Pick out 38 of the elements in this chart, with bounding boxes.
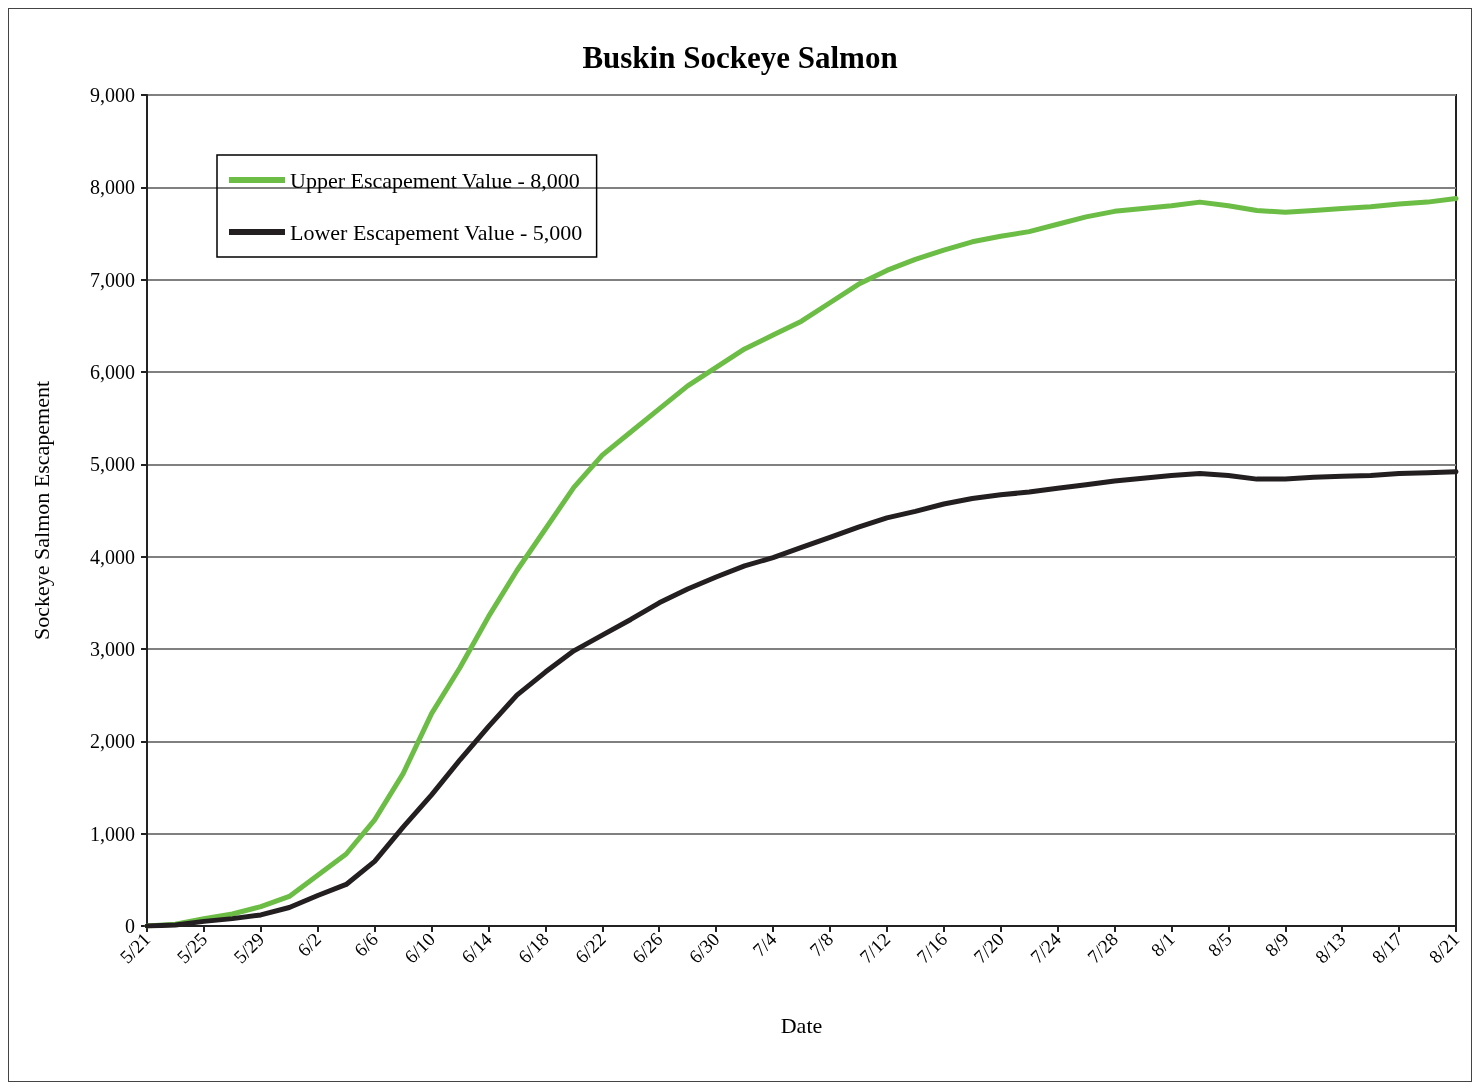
x-tick-label: 6/2 [293, 928, 326, 961]
x-tick-label: 5/25 [172, 928, 212, 968]
y-axis-title: Sockeye Salmon Escapement [28, 380, 54, 641]
x-tick-label: 6/26 [627, 928, 667, 968]
x-tick-label: 6/18 [514, 928, 553, 968]
x-tick-label: 7/4 [748, 928, 781, 961]
x-tick-label: 6/6 [350, 928, 383, 961]
x-tick-label: 7/16 [912, 928, 952, 968]
y-tick-label: 1,000 [90, 822, 135, 845]
x-tick-label: 6/30 [684, 928, 724, 968]
x-tick-label: 5/29 [229, 928, 269, 968]
x-tick-label: 7/28 [1083, 928, 1122, 968]
x-tick-label: 6/10 [400, 928, 439, 968]
x-axis-title: Date [780, 1012, 823, 1038]
x-tick-label: 8/13 [1310, 928, 1350, 968]
x-tick-label: 7/12 [855, 928, 895, 968]
x-tick-label: 6/22 [571, 928, 610, 968]
x-tick-label: 7/20 [969, 928, 1009, 968]
legend-label: Lower Escapement Value - 5,000 [290, 219, 583, 245]
y-tick-label: 9,000 [90, 84, 135, 106]
y-tick-label: 2,000 [90, 730, 135, 753]
y-tick-label: 5,000 [90, 453, 135, 476]
x-tick-label: 6/14 [457, 928, 497, 968]
chart-title: Buskin Sockeye Salmon [582, 40, 898, 75]
y-tick-label: 7,000 [90, 268, 135, 291]
x-tick-label: 8/1 [1146, 928, 1179, 961]
legend-label: Upper Escapement Value - 8,000 [290, 167, 580, 193]
x-tick-label: 8/9 [1260, 928, 1293, 961]
y-tick-label: 3,000 [90, 638, 135, 660]
x-tick-label: 7/24 [1026, 928, 1066, 968]
x-tick-label: 8/5 [1203, 928, 1236, 961]
y-tick-label: 6,000 [90, 361, 135, 383]
y-tick-label: 8,000 [90, 176, 135, 199]
x-tick-label: 7/8 [805, 928, 838, 961]
y-tick-label: 4,000 [90, 545, 135, 568]
x-tick-label: 8/17 [1367, 928, 1407, 968]
y-tick-label: 0 [125, 915, 135, 937]
x-tick-label: 8/21 [1424, 928, 1464, 968]
